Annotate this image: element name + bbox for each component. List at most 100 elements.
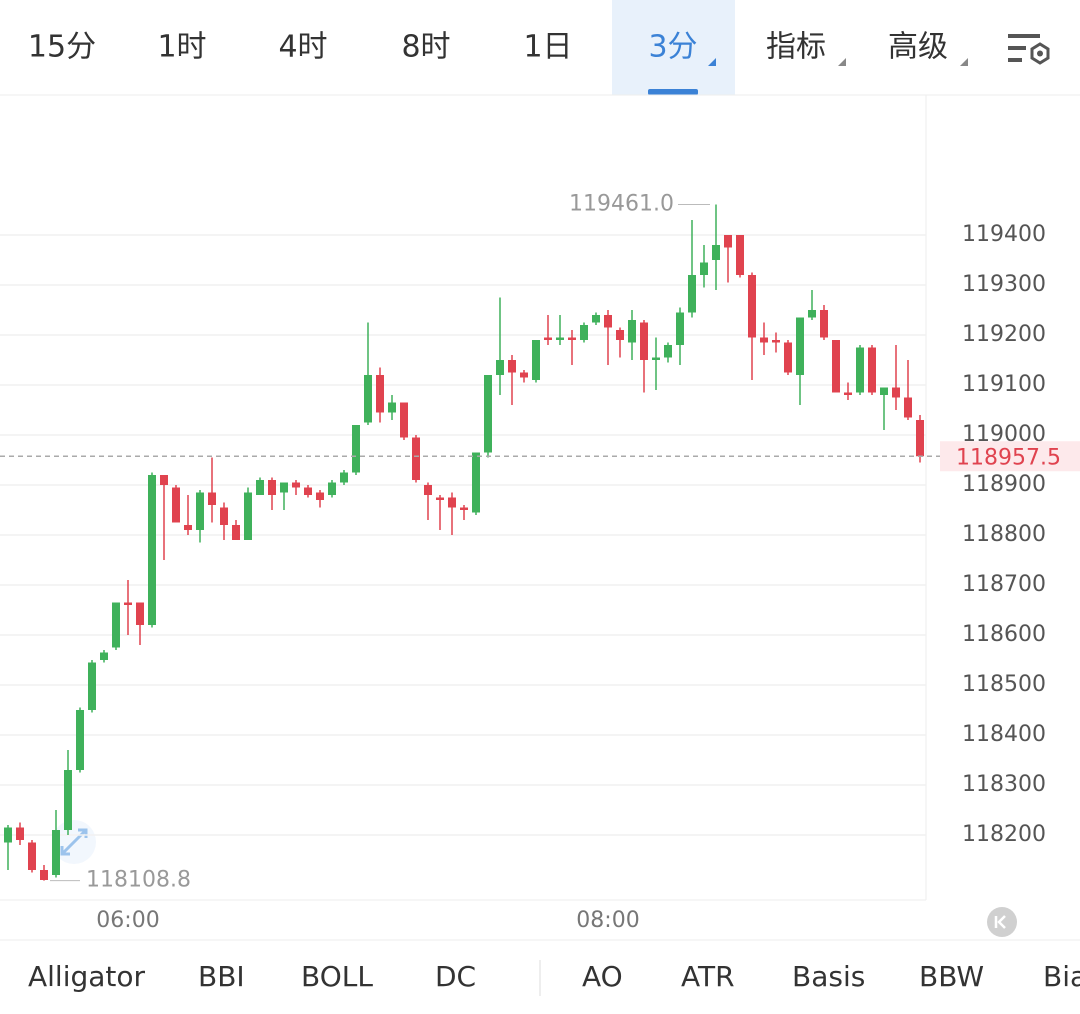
y-tick-label: 118700 (962, 572, 1046, 597)
x-tick-label: 08:00 (576, 908, 639, 933)
candle-body (544, 337, 552, 340)
candle-body (832, 340, 840, 393)
candle-body (880, 387, 888, 395)
candle-body (160, 475, 168, 485)
candle-body (844, 392, 852, 395)
candle-body (124, 602, 132, 605)
y-tick-label: 118300 (962, 772, 1046, 797)
candle-body (772, 340, 780, 343)
candle-body (808, 310, 816, 318)
candle-body (196, 492, 204, 530)
candle-body (640, 322, 648, 360)
candle-body (52, 830, 60, 875)
candle-body (628, 320, 636, 343)
candle-body (184, 525, 192, 530)
candle-body (28, 842, 36, 870)
candle-body (400, 402, 408, 438)
candle-body (232, 525, 240, 540)
dropdown-arrow (708, 58, 716, 66)
candle-body (172, 487, 180, 523)
candle-body (256, 480, 264, 495)
tab[interactable]: 4时 (278, 30, 327, 65)
indicator-tab[interactable]: DC (435, 960, 476, 993)
x-tick-label: 06:00 (96, 908, 159, 933)
y-tick-label: 119300 (962, 272, 1046, 297)
candle-body (448, 497, 456, 508)
y-tick-label: 118200 (962, 822, 1046, 847)
indicator-tab[interactable]: AO (582, 960, 623, 993)
last-price-label: 118957.5 (956, 445, 1061, 470)
tab[interactable]: 3分 (648, 30, 697, 65)
candle-body (304, 487, 312, 495)
candle-body (868, 347, 876, 393)
y-tick-label: 119100 (962, 372, 1046, 397)
indicator-tab[interactable]: ATR (681, 960, 735, 993)
indicator-tab[interactable]: BOLL (301, 960, 373, 993)
indicator-tab[interactable]: BBW (919, 960, 984, 993)
y-tick-label: 118600 (962, 622, 1046, 647)
candle-body (580, 325, 588, 340)
indicator-tab[interactable]: Bias (1043, 960, 1080, 993)
candle-body (208, 492, 216, 505)
candle-body (436, 497, 444, 500)
settings-icon[interactable] (1008, 34, 1050, 65)
candle-body (676, 312, 684, 345)
candle-body (292, 482, 300, 488)
candle-body (556, 337, 564, 340)
candle-body (16, 827, 24, 840)
y-tick-label: 119200 (962, 322, 1046, 347)
y-tick-label: 118500 (962, 672, 1046, 697)
tab[interactable]: 8时 (401, 30, 450, 65)
indicator-tab[interactable]: BBI (198, 960, 245, 993)
candle-body (112, 602, 120, 648)
candle-body (328, 482, 336, 495)
candle-body (712, 245, 720, 260)
candle-body (460, 507, 468, 510)
candle-body (4, 827, 12, 843)
candle-body (508, 360, 516, 373)
tab[interactable]: 1日 (523, 30, 572, 65)
candle-body (220, 507, 228, 525)
candle-body (916, 420, 924, 457)
candle-body (364, 375, 372, 423)
candle-body (268, 480, 276, 495)
candle-body (604, 315, 612, 328)
candle-body (316, 492, 324, 500)
max-label: 119461.0 (569, 192, 674, 217)
tab[interactable]: 指标 (766, 30, 826, 65)
scroll-latest-button[interactable] (987, 907, 1017, 937)
candle-body (796, 317, 804, 375)
candle-body (820, 310, 828, 338)
y-tick-label: 118900 (962, 472, 1046, 497)
candle-body (688, 275, 696, 313)
tab[interactable]: 1时 (157, 30, 206, 65)
candle-body (892, 387, 900, 398)
candle-body (664, 345, 672, 358)
tab[interactable]: 高级 (888, 30, 948, 65)
y-tick-label: 118800 (962, 522, 1046, 547)
indicator-tab[interactable]: Alligator (28, 960, 146, 993)
dropdown-arrow (960, 58, 968, 66)
candle-body (904, 397, 912, 418)
candle-body (652, 357, 660, 360)
expand-icon[interactable] (52, 820, 96, 864)
candle-body (40, 870, 48, 880)
candle-body (592, 315, 600, 323)
candle-body (472, 452, 480, 513)
candle-body (736, 235, 744, 275)
y-tick-label: 119400 (962, 222, 1046, 247)
tab[interactable]: 15分 (28, 30, 96, 65)
candle-body (280, 482, 288, 493)
candle-body (724, 235, 732, 248)
candle-body (64, 770, 72, 830)
candle-body (748, 275, 756, 338)
candle-body (784, 342, 792, 373)
candle-body (496, 360, 504, 375)
candle-body (412, 437, 420, 480)
active-tab-bg (612, 0, 735, 95)
indicator-tab[interactable]: Basis (792, 960, 865, 993)
active-tab-underline (648, 89, 698, 95)
candle-body (424, 485, 432, 495)
